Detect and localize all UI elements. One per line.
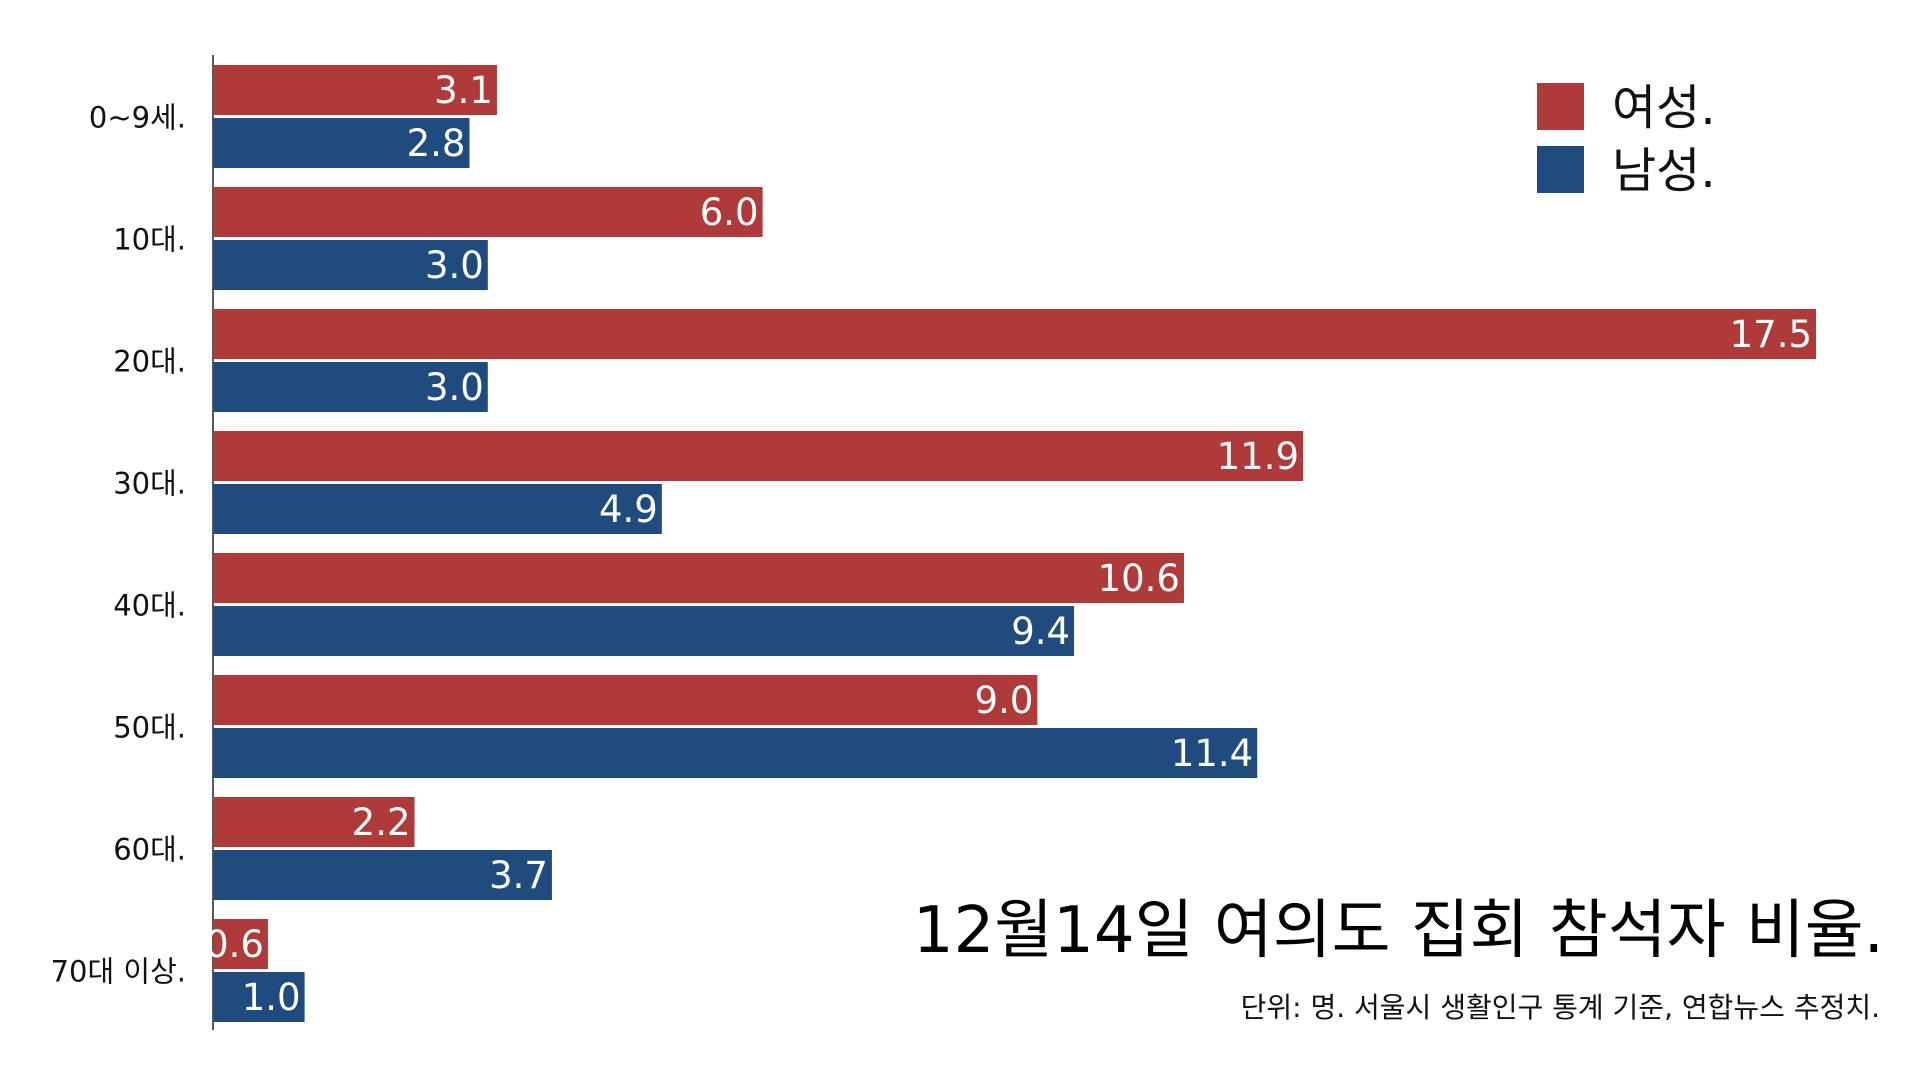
value-label: 2.8 xyxy=(407,122,466,165)
bar-male xyxy=(213,240,488,290)
bar-female xyxy=(213,675,1038,725)
legend-swatch xyxy=(1537,83,1584,130)
bar-female xyxy=(213,553,1184,603)
category-label: 60대. xyxy=(113,833,186,867)
category-label: 10대. xyxy=(113,223,186,257)
bar-female xyxy=(213,65,497,115)
value-label: 3.0 xyxy=(425,366,484,409)
value-label: 10.6 xyxy=(1098,557,1180,600)
value-label: 1.0 xyxy=(242,976,301,1019)
bar-male xyxy=(213,484,662,534)
bar-female xyxy=(213,919,268,969)
bar-female xyxy=(213,309,1816,359)
category-label: 40대. xyxy=(113,589,186,623)
value-label: 2.2 xyxy=(352,801,411,844)
category-label: 70대 이상. xyxy=(51,955,186,989)
category-label: 50대. xyxy=(113,711,186,745)
category-label: 0~9세. xyxy=(89,101,186,135)
value-label: 17.5 xyxy=(1730,313,1812,356)
value-label: 11.9 xyxy=(1217,435,1299,478)
value-label: 6.0 xyxy=(700,191,759,234)
legend-swatch xyxy=(1537,146,1584,193)
category-label: 30대. xyxy=(113,467,186,501)
legend: 여성. 남성. xyxy=(1537,80,1716,199)
bar-male xyxy=(213,118,470,168)
value-label: 3.0 xyxy=(425,244,484,287)
legend-label: 남성. xyxy=(1612,143,1716,199)
value-label: 0.6 xyxy=(205,923,264,966)
bar-female xyxy=(213,797,415,847)
category-label: 20대. xyxy=(113,345,186,379)
bar-male xyxy=(213,850,552,900)
bar-male xyxy=(213,606,1075,656)
value-label: 4.9 xyxy=(599,488,658,531)
value-label: 9.4 xyxy=(1011,610,1070,653)
chart-note: 단위: 명. 서울시 생활인구 통계 기준, 연합뉴스 추정치. xyxy=(1241,991,1880,1024)
bar-male xyxy=(213,728,1258,778)
value-label: 3.1 xyxy=(434,69,493,112)
bar-male xyxy=(213,362,488,412)
bar-female xyxy=(213,431,1304,481)
chart-title: 12월14일 여의도 집회 참석자 비율. xyxy=(913,894,1884,968)
value-label: 9.0 xyxy=(975,679,1034,722)
value-label: 11.4 xyxy=(1171,732,1253,775)
bar-male xyxy=(213,972,305,1022)
value-label: 3.7 xyxy=(489,854,548,897)
bar-female xyxy=(213,187,763,237)
legend-label: 여성. xyxy=(1612,80,1716,136)
